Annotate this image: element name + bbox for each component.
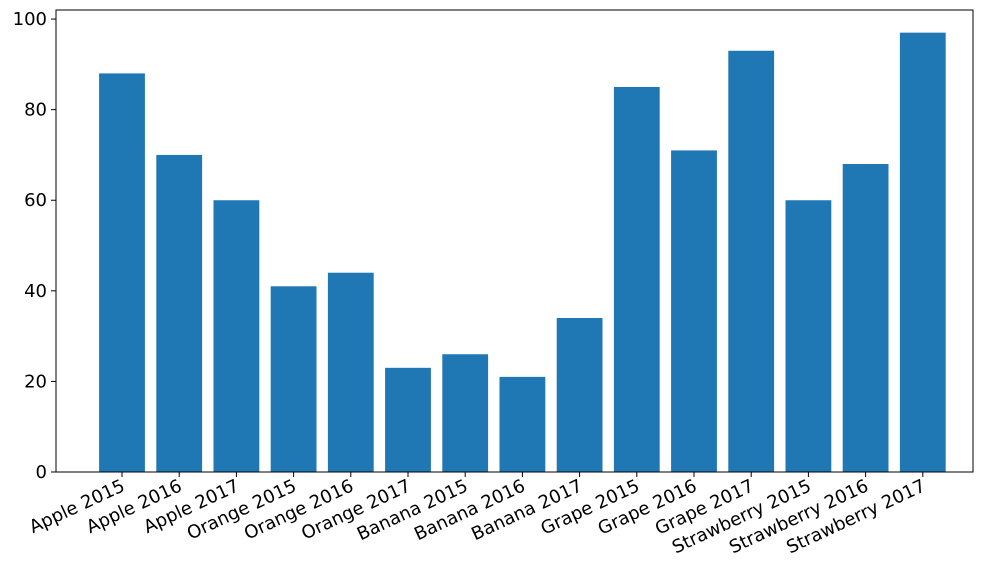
bar [499, 376, 546, 472]
bar [156, 154, 203, 472]
bar [785, 200, 832, 473]
y-tick-label: 80 [24, 100, 47, 121]
bar [556, 318, 603, 472]
y-tick-label: 40 [24, 281, 47, 302]
bars-group [99, 32, 946, 473]
y-tick-label: 100 [13, 9, 47, 30]
bar [442, 354, 489, 472]
bar [671, 150, 717, 472]
bar [613, 87, 660, 472]
bar [213, 200, 260, 473]
bar [270, 286, 317, 472]
y-tick-label: 0 [36, 462, 47, 483]
bar [728, 50, 775, 472]
y-tick-label: 20 [24, 371, 47, 392]
bar [899, 32, 946, 473]
y-axis: 0 20 40 60 80 100 [13, 9, 56, 483]
bar [327, 272, 374, 472]
bar [385, 367, 431, 472]
plot-frame [55, 9, 974, 473]
bar [842, 164, 889, 472]
y-tick-label: 60 [24, 190, 47, 211]
bar [99, 73, 145, 472]
